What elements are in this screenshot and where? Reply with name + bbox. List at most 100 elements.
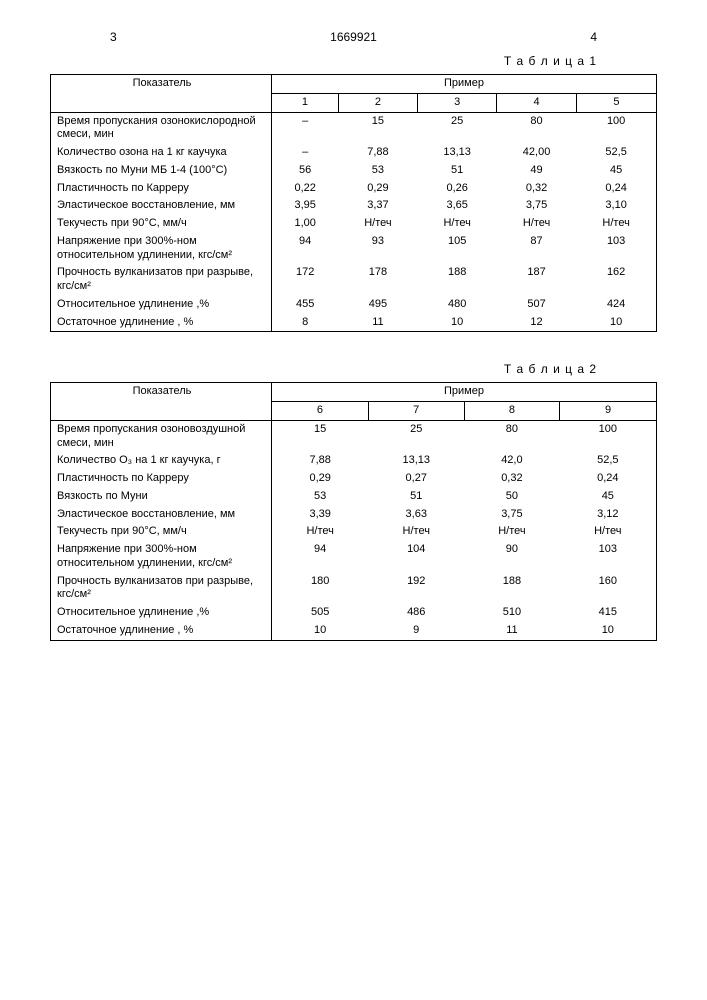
row-label: Время пропускания озонокислородной смеси… — [51, 112, 272, 144]
row-label: Остаточное удлинение , % — [51, 622, 272, 640]
cell: 87 — [497, 233, 576, 265]
cell: 3,63 — [368, 506, 464, 524]
cell: 0,29 — [338, 180, 417, 198]
row-label: Относительное удлинение ,% — [51, 296, 272, 314]
cell: 10 — [417, 314, 496, 332]
cell: 42,0 — [464, 452, 559, 470]
cell: 52,5 — [560, 452, 657, 470]
cell: 188 — [464, 573, 559, 605]
cell: 93 — [338, 233, 417, 265]
table1-col-2: 2 — [338, 93, 417, 112]
table-row: Эластическое восстановление, мм3,953,373… — [51, 197, 657, 215]
cell: 13,13 — [368, 452, 464, 470]
cell: 53 — [338, 162, 417, 180]
cell: 505 — [272, 604, 369, 622]
cell: 3,65 — [417, 197, 496, 215]
cell: 53 — [272, 488, 369, 506]
doc-number: 1669921 — [330, 30, 377, 44]
row-label: Эластическое восстановление, мм — [51, 197, 272, 215]
table-row: Время пропускания озоновоздушной смеси, … — [51, 420, 657, 452]
table-row: Прочность вулканизатов при разрыве, кгс/… — [51, 264, 657, 296]
row-label: Количество озона на 1 кг каучука — [51, 144, 272, 162]
table1-body: Время пропускания озонокислородной смеси… — [51, 112, 657, 332]
cell: 10 — [576, 314, 656, 332]
table-row: Вязкость по Муни53515045 — [51, 488, 657, 506]
cell: 10 — [272, 622, 369, 640]
table2-body: Время пропускания озоновоздушной смеси, … — [51, 420, 657, 640]
cell: 15 — [272, 420, 369, 452]
cell: 25 — [417, 112, 496, 144]
cell: 3,10 — [576, 197, 656, 215]
table1-col-3: 3 — [417, 93, 496, 112]
table2-caption: Т а б л и ц а 2 — [50, 362, 597, 376]
cell: 1,00 — [272, 215, 339, 233]
table-row: Остаточное удлинение , %1091110 — [51, 622, 657, 640]
cell: 13,13 — [417, 144, 496, 162]
table1-col-5: 5 — [576, 93, 656, 112]
cell: 187 — [497, 264, 576, 296]
cell: 80 — [464, 420, 559, 452]
table-row: Вязкость по Муни МБ 1-4 (100°С)565351494… — [51, 162, 657, 180]
cell: 94 — [272, 541, 369, 573]
table-row: Текучесть при 90°С, мм/ч1,00Н/течН/течН/… — [51, 215, 657, 233]
cell: 3,12 — [560, 506, 657, 524]
cell: – — [272, 144, 339, 162]
cell: 56 — [272, 162, 339, 180]
cell: 11 — [464, 622, 559, 640]
cell: 103 — [560, 541, 657, 573]
table2-col-2: 7 — [368, 402, 464, 421]
table-row: Пластичность по Карреру0,290,270,320,24 — [51, 470, 657, 488]
cell: 455 — [272, 296, 339, 314]
table-row: Относительное удлинение ,%45549548050742… — [51, 296, 657, 314]
cell: 3,95 — [272, 197, 339, 215]
cell: 10 — [560, 622, 657, 640]
row-label: Относительное удлинение ,% — [51, 604, 272, 622]
table2-col-header: Показатель — [51, 383, 272, 421]
cell: 50 — [464, 488, 559, 506]
cell: 51 — [417, 162, 496, 180]
cell: 415 — [560, 604, 657, 622]
cell: 90 — [464, 541, 559, 573]
row-label: Время пропускания озоновоздушной смеси, … — [51, 420, 272, 452]
row-label: Пластичность по Карреру — [51, 470, 272, 488]
table1-col-1: 1 — [272, 93, 339, 112]
cell: 8 — [272, 314, 339, 332]
cell: 3,75 — [497, 197, 576, 215]
table1-group-header: Пример — [272, 75, 657, 94]
row-label: Напряжение при 300%-ном относительном уд… — [51, 541, 272, 573]
cell: 80 — [497, 112, 576, 144]
cell: 45 — [576, 162, 656, 180]
cell: 0,29 — [272, 470, 369, 488]
cell: Н/теч — [417, 215, 496, 233]
table1-col-header: Показатель — [51, 75, 272, 113]
cell: 105 — [417, 233, 496, 265]
cell: 52,5 — [576, 144, 656, 162]
table-row: Напряжение при 300%-ном относительном уд… — [51, 541, 657, 573]
cell: 0,26 — [417, 180, 496, 198]
cell: 45 — [560, 488, 657, 506]
row-label: Текучесть при 90°С, мм/ч — [51, 523, 272, 541]
cell: 42,00 — [497, 144, 576, 162]
cell: 100 — [576, 112, 656, 144]
cell: 103 — [576, 233, 656, 265]
cell: 160 — [560, 573, 657, 605]
table-row: Пластичность по Карреру0,220,290,260,320… — [51, 180, 657, 198]
cell: 0,32 — [464, 470, 559, 488]
cell: 178 — [338, 264, 417, 296]
cell: 11 — [338, 314, 417, 332]
cell: 188 — [417, 264, 496, 296]
table1-caption: Т а б л и ц а 1 — [50, 54, 597, 68]
table-row: Эластическое восстановление, мм3,393,633… — [51, 506, 657, 524]
cell: 172 — [272, 264, 339, 296]
table2-group-header: Пример — [272, 383, 657, 402]
row-label: Остаточное удлинение , % — [51, 314, 272, 332]
table2-col-1: 6 — [272, 402, 369, 421]
page-num-right: 4 — [590, 30, 597, 44]
table2-col-4: 9 — [560, 402, 657, 421]
row-label: Вязкость по Муни МБ 1-4 (100°С) — [51, 162, 272, 180]
page-header: 3 1669921 4 — [50, 30, 657, 44]
cell: 3,39 — [272, 506, 369, 524]
cell: 0,22 — [272, 180, 339, 198]
cell: 0,24 — [576, 180, 656, 198]
cell: 180 — [272, 573, 369, 605]
